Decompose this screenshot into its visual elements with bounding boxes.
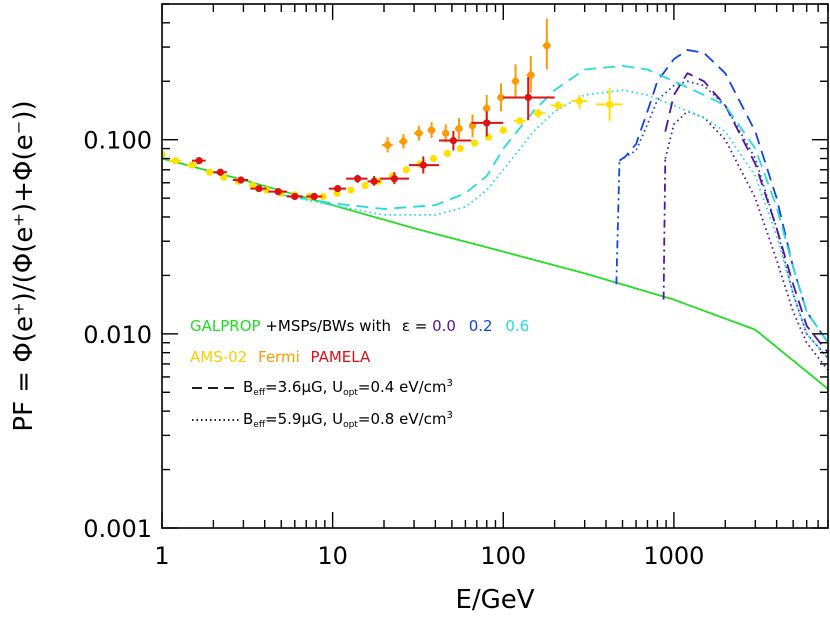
legend-b-value: =3.6μG, U xyxy=(265,378,343,396)
legend-b-value: =5.9μG, U xyxy=(265,410,343,428)
series-line xyxy=(281,64,828,344)
x-tick-label: 10 xyxy=(317,542,348,570)
data-point xyxy=(438,130,472,151)
data-point xyxy=(443,149,451,158)
data-point xyxy=(499,126,507,134)
data-point xyxy=(169,157,182,165)
model-curves xyxy=(162,49,828,390)
axis-tick-labels: 1 10 100 1000 0.001 0.010 0.100 xyxy=(83,127,704,570)
legend-row-dashed: Beff=3.6μG, Uopt=0.4 eV/cm3 xyxy=(243,378,453,398)
series-line xyxy=(662,158,667,300)
data-point xyxy=(526,55,535,93)
legend-eps-02: 0.2 xyxy=(469,317,493,335)
x-tick-label: 1 xyxy=(154,542,169,570)
data-point xyxy=(382,137,393,153)
data-points xyxy=(162,18,623,201)
legend-u-sub: opt xyxy=(343,420,358,430)
data-point xyxy=(468,114,477,138)
legend-eps-0: 0.0 xyxy=(432,317,456,335)
y-tick-label: 0.010 xyxy=(83,321,152,349)
plot-frame xyxy=(161,3,829,529)
data-point xyxy=(414,125,424,141)
data-point xyxy=(367,176,381,186)
legend-u-sup: 3 xyxy=(447,410,453,421)
data-point xyxy=(442,124,450,143)
legend-b-label: B xyxy=(243,378,253,396)
data-point xyxy=(427,122,436,139)
data-point xyxy=(497,83,505,112)
legend-fermi: Fermi xyxy=(258,348,300,366)
data-point xyxy=(571,94,588,109)
data-point xyxy=(408,156,439,174)
data-point xyxy=(328,184,347,193)
data-point xyxy=(471,139,479,147)
data-point xyxy=(250,184,267,193)
series-line xyxy=(618,49,828,344)
data-point xyxy=(550,101,565,111)
data-point xyxy=(533,108,545,118)
data-point xyxy=(346,174,368,183)
data-point xyxy=(513,117,526,125)
data-point xyxy=(162,150,166,159)
legend-pamela: PAMELA xyxy=(311,348,371,366)
data-point xyxy=(456,144,464,153)
legend-msp-text: +MSPs/BWs with xyxy=(265,317,391,335)
data-point xyxy=(471,111,504,137)
series-line xyxy=(619,80,828,359)
series-line xyxy=(664,110,828,371)
legend-b-label: B xyxy=(243,410,253,428)
series-line xyxy=(615,160,621,285)
y-axis-title: PF = Φ(e⁺)/(Φ(e⁺)+Φ(e⁻)) xyxy=(9,100,39,431)
legend-galprop: GALPROP xyxy=(190,317,261,335)
data-point xyxy=(192,157,206,165)
data-point xyxy=(454,118,463,139)
legend-eps-06: 0.6 xyxy=(505,317,529,335)
legend-equals: = xyxy=(415,317,428,335)
y-tick-label: 0.100 xyxy=(83,127,152,155)
x-tick-label: 1000 xyxy=(643,542,704,570)
series-line xyxy=(281,89,828,359)
axis-ticks xyxy=(161,3,829,529)
y-tick-label: 0.001 xyxy=(83,515,152,543)
data-point xyxy=(220,173,228,181)
legend-epsilon: ε xyxy=(402,317,410,335)
data-point xyxy=(380,172,409,185)
data-point xyxy=(503,77,555,121)
legend-b-sub: eff xyxy=(253,388,266,398)
data-point xyxy=(306,192,323,201)
series-line xyxy=(664,72,828,354)
legend-row-data: AMS-02 Fermi PAMELA xyxy=(190,348,371,366)
legend: GALPROP +MSPs/BWs with ε = 0.0 0.2 0.6 A… xyxy=(190,317,529,430)
data-point xyxy=(286,192,303,201)
data-point xyxy=(268,188,287,196)
legend-row-dotted: Beff=5.9μG, Uopt=0.8 eV/cm3 xyxy=(243,410,453,430)
legend-u-value: =0.4 eV/cm xyxy=(358,378,447,396)
data-point xyxy=(186,161,197,169)
data-point xyxy=(347,186,355,194)
legend-u-value: =0.8 eV/cm xyxy=(358,410,447,428)
legend-ams: AMS-02 xyxy=(190,348,247,366)
legend-b-sub: eff xyxy=(253,420,266,430)
data-point xyxy=(232,176,249,184)
data-point xyxy=(542,18,551,70)
data-point xyxy=(361,182,369,190)
data-point xyxy=(511,64,520,98)
data-point xyxy=(402,166,410,174)
x-axis-title: E/GeV xyxy=(455,585,534,615)
data-point xyxy=(399,133,408,149)
x-tick-label: 100 xyxy=(480,542,526,570)
data-point xyxy=(205,168,214,176)
data-point xyxy=(429,154,438,163)
data-point xyxy=(213,168,227,176)
legend-u-sup: 3 xyxy=(447,378,453,389)
legend-row-models: GALPROP +MSPs/BWs with ε = 0.0 0.2 0.6 xyxy=(190,317,529,335)
series-line xyxy=(162,157,828,390)
legend-u-sub: opt xyxy=(343,388,358,398)
data-point xyxy=(596,87,623,121)
